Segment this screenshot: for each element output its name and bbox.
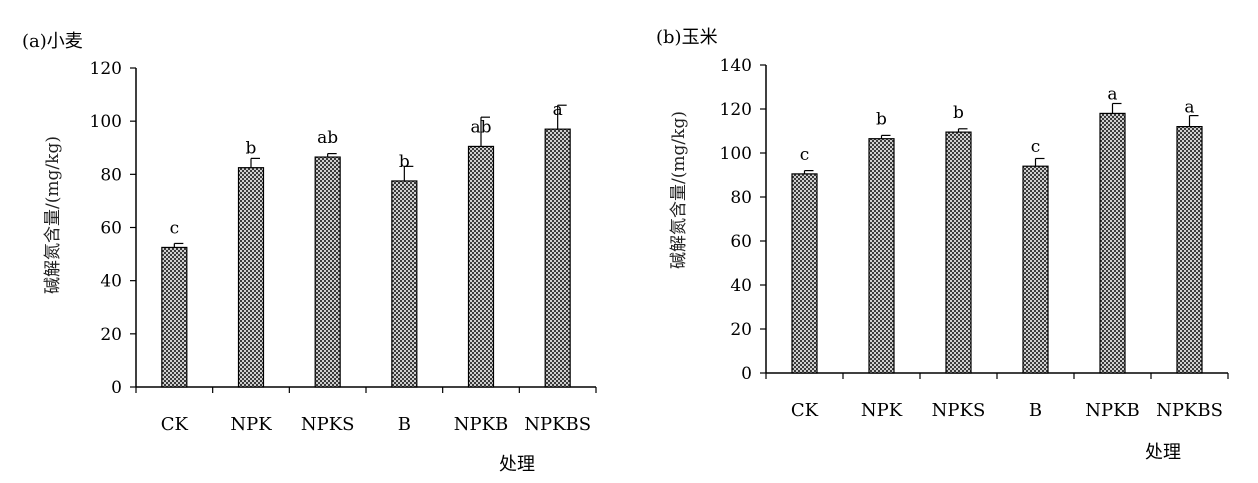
category-label-b: B bbox=[1029, 400, 1042, 421]
significance-label: a bbox=[1107, 84, 1117, 104]
y-tick-label: 80 bbox=[100, 165, 122, 185]
y-tick-label: 40 bbox=[730, 276, 752, 296]
bar-npk bbox=[868, 138, 895, 374]
significance-label: c bbox=[170, 218, 180, 238]
significance-label: ab bbox=[470, 117, 491, 137]
bar-npkbs bbox=[544, 128, 571, 388]
y-tick-label: 100 bbox=[720, 144, 752, 164]
category-label-npks: NPKS bbox=[301, 414, 355, 435]
category-label-npk: NPK bbox=[230, 414, 272, 435]
bar-npkbs bbox=[1176, 125, 1203, 374]
bar-b bbox=[1022, 165, 1049, 374]
category-label-b: B bbox=[398, 414, 411, 435]
significance-label: b bbox=[953, 103, 964, 123]
bar-b bbox=[391, 180, 418, 388]
y-tick-label: 60 bbox=[730, 232, 752, 252]
significance-label: ab bbox=[317, 128, 338, 148]
y-tick-label: 60 bbox=[100, 219, 122, 239]
panel-a-y-axis-title: 碱解氮含量/(mg/kg) bbox=[43, 136, 63, 294]
panel-b-title: (b)玉米 bbox=[656, 27, 718, 48]
bar-npkb bbox=[467, 145, 495, 388]
bar-ck bbox=[161, 246, 188, 388]
category-label-npks: NPKS bbox=[932, 400, 986, 421]
significance-label: c bbox=[1031, 137, 1041, 157]
panel-b-y-axis-title: 碱解氮含量/(mg/kg) bbox=[669, 111, 689, 269]
category-label-ck: CK bbox=[161, 414, 189, 435]
y-tick-label: 120 bbox=[720, 100, 752, 120]
category-label-npkb: NPKB bbox=[454, 414, 509, 435]
panel-a-title: (a)小麦 bbox=[22, 31, 83, 52]
significance-label: c bbox=[800, 145, 810, 165]
y-tick-label: 40 bbox=[100, 272, 122, 292]
y-tick-label: 0 bbox=[111, 378, 122, 398]
bar-npk bbox=[237, 167, 265, 388]
significance-label: b bbox=[246, 139, 257, 159]
significance-label: a bbox=[553, 100, 563, 120]
y-tick-label: 120 bbox=[90, 59, 122, 79]
significance-label: b bbox=[399, 152, 410, 172]
y-tick-label: 20 bbox=[100, 325, 122, 345]
panel-b-x-axis-title: 处理 bbox=[1145, 442, 1181, 463]
bar-ck bbox=[791, 173, 818, 374]
category-label-npkbs: NPKBS bbox=[524, 414, 591, 435]
bar-npks bbox=[945, 131, 972, 374]
panel-a-x-axis-title: 处理 bbox=[499, 454, 535, 475]
y-tick-label: 100 bbox=[90, 112, 122, 132]
category-label-npk: NPK bbox=[861, 400, 903, 421]
category-label-npkbs: NPKBS bbox=[1156, 400, 1223, 421]
category-label-ck: CK bbox=[791, 400, 819, 421]
bar-npkb bbox=[1099, 112, 1126, 374]
y-tick-label: 80 bbox=[730, 188, 752, 208]
y-tick-label: 140 bbox=[720, 56, 752, 76]
significance-label: a bbox=[1184, 98, 1194, 118]
significance-label: b bbox=[876, 110, 887, 130]
category-label-npkb: NPKB bbox=[1085, 400, 1140, 421]
bar-npks bbox=[314, 156, 341, 388]
y-tick-label: 0 bbox=[741, 364, 752, 384]
y-tick-label: 20 bbox=[730, 320, 752, 340]
